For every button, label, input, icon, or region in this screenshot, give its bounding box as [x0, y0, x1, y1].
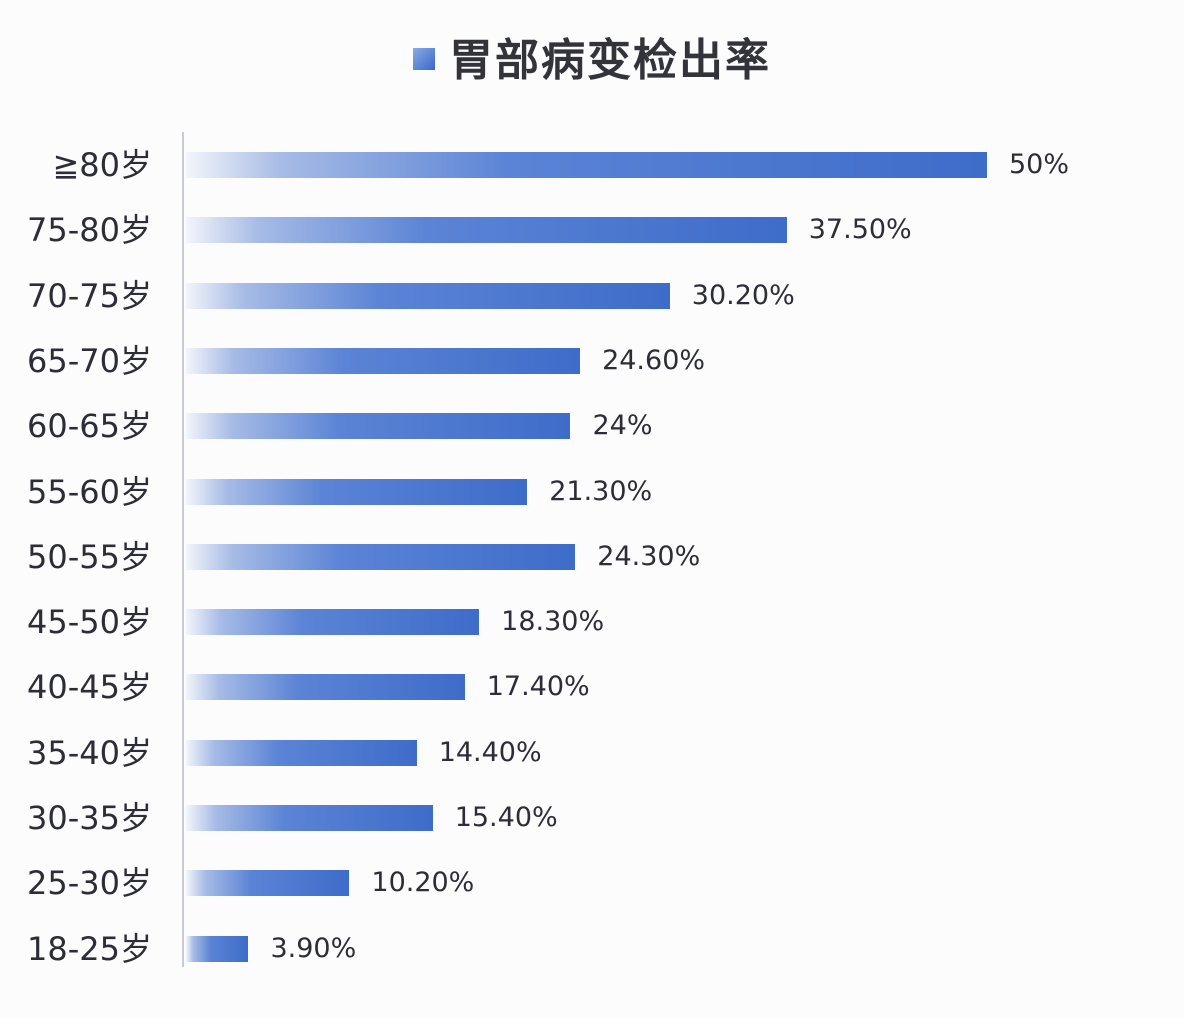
- bar-row: 55-60岁 21.30%: [0, 472, 1184, 512]
- value-label: 24.60%: [602, 344, 706, 376]
- category-label: 25-30岁: [27, 864, 152, 903]
- bar-row: 45-50岁 18.30%: [0, 602, 1184, 642]
- value-label: 3.90%: [270, 932, 357, 964]
- bar-row: 40-45岁 17.40%: [0, 667, 1184, 707]
- bar: [186, 217, 787, 244]
- category-label: ≧80岁: [52, 146, 152, 184]
- bar: [186, 478, 528, 505]
- category-label: 75-80岁: [27, 211, 152, 250]
- bar: [186, 347, 581, 374]
- category-label: 18-25岁: [27, 929, 152, 968]
- bar-row: 50-55岁 24.30%: [0, 537, 1184, 577]
- y-axis-line: [182, 132, 184, 967]
- bar: [186, 282, 670, 309]
- value-label: 37.50%: [808, 214, 912, 246]
- bar-row: 60-65岁 24%: [0, 406, 1184, 446]
- bar-row: 35-40岁 14.40%: [0, 733, 1184, 773]
- category-label: 35-40岁: [27, 733, 152, 772]
- bar: [186, 805, 433, 831]
- bar-row: ≧80岁 50%: [0, 145, 1184, 185]
- category-label: 60-65岁: [27, 407, 152, 446]
- value-label: 21.30%: [549, 475, 653, 507]
- value-label: 24.30%: [597, 540, 701, 572]
- bar-row: 25-30岁 10.20%: [0, 863, 1184, 903]
- category-label: 50-55岁: [27, 537, 152, 576]
- bar: [186, 674, 465, 701]
- category-label: 40-45岁: [27, 668, 152, 707]
- bar-row: 30-35岁 15.40%: [0, 798, 1184, 838]
- category-label: 45-50岁: [27, 603, 152, 642]
- value-label: 15.40%: [454, 802, 558, 833]
- title-square-icon: [413, 48, 435, 70]
- value-label: 14.40%: [438, 736, 542, 768]
- bar: [186, 152, 987, 178]
- chart-title-text: 胃部病变检出率: [449, 35, 771, 86]
- category-label: 30-35岁: [27, 799, 152, 837]
- chart-title: 胃部病变检出率: [0, 24, 1184, 88]
- category-label: 70-75岁: [27, 276, 152, 315]
- bar: [186, 543, 576, 570]
- value-label: 17.40%: [486, 671, 590, 703]
- bar-row: 65-70岁 24.60%: [0, 341, 1184, 381]
- value-label: 30.20%: [691, 279, 795, 311]
- bar: [186, 870, 350, 897]
- value-label: 18.30%: [501, 606, 605, 638]
- category-label: 65-70岁: [27, 341, 152, 380]
- value-label: 24%: [592, 410, 653, 442]
- bar-row: 18-25岁 3.90%: [0, 929, 1184, 969]
- bar-row: 70-75岁 30.20%: [0, 276, 1184, 316]
- bar: [186, 739, 417, 766]
- bar: [186, 413, 571, 440]
- value-label: 10.20%: [371, 867, 475, 899]
- bar: [186, 609, 480, 636]
- value-label: 50%: [1009, 149, 1070, 180]
- bar: [186, 935, 249, 962]
- category-label: 55-60岁: [27, 472, 152, 511]
- bar-row: 75-80岁 37.50%: [0, 210, 1184, 250]
